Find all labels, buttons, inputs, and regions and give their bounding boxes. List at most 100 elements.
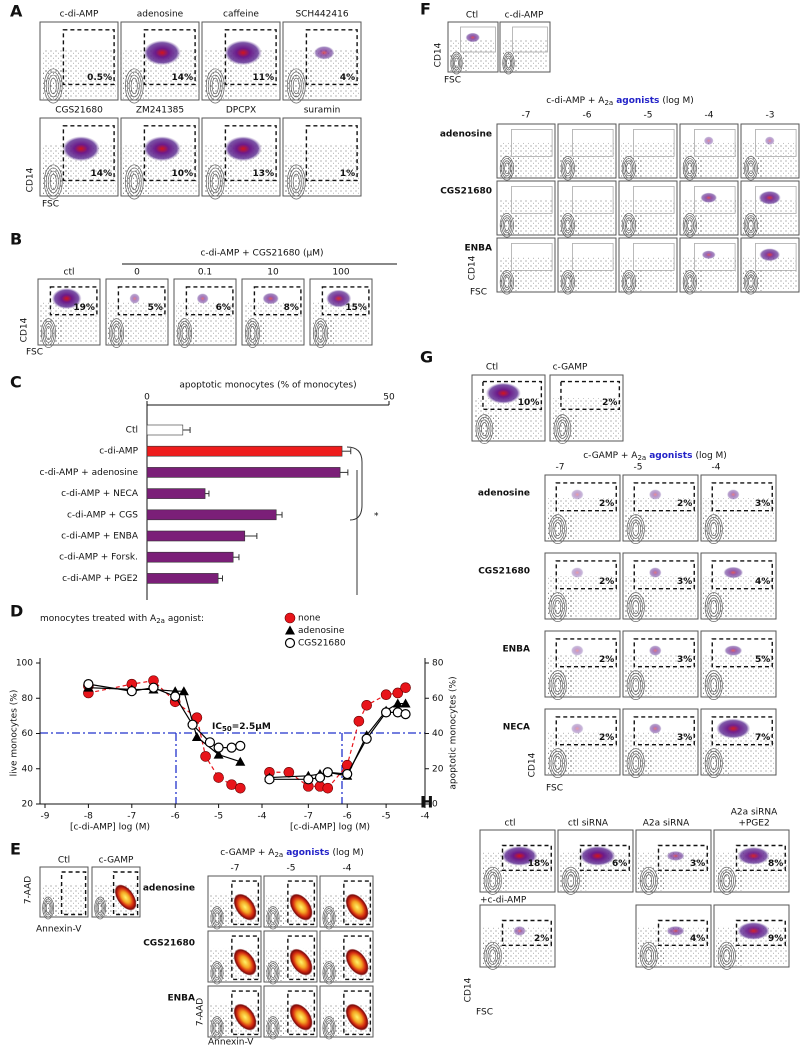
flow-contour xyxy=(316,323,325,343)
flow-contour xyxy=(560,270,575,295)
flow-contour xyxy=(626,219,632,232)
flow-contour xyxy=(326,967,332,979)
flow-contour xyxy=(626,276,632,289)
flow-contour xyxy=(723,874,731,888)
flow-contour xyxy=(43,164,63,200)
flow-contour xyxy=(501,272,513,293)
flow-contour xyxy=(323,908,335,928)
x-axis-label: [c-di-AMP] log (M) xyxy=(70,823,150,833)
marker xyxy=(285,625,295,635)
flow-population xyxy=(129,293,140,304)
flow-population xyxy=(703,136,714,146)
marker xyxy=(200,751,211,762)
flow-contour xyxy=(325,910,333,926)
gate xyxy=(143,29,196,86)
flow-population xyxy=(62,136,100,162)
flow-contour xyxy=(632,756,640,771)
series-line xyxy=(88,683,241,749)
flow-contour xyxy=(561,866,580,895)
gate xyxy=(735,844,786,871)
flow-contour xyxy=(45,71,61,101)
header-text: c-di-AMP + A xyxy=(546,96,605,106)
gate-percent: 7% xyxy=(755,733,770,743)
x-tick-label: -6 xyxy=(171,812,180,822)
plot-title: A2a siRNA xyxy=(731,808,778,818)
flow-contour xyxy=(211,1018,223,1038)
flow-contour xyxy=(326,912,332,924)
flow-contour xyxy=(557,419,568,439)
column-label: -4 xyxy=(343,864,352,874)
flow-contour xyxy=(555,416,570,442)
axis-label: FSC xyxy=(546,784,563,794)
plot-title: ctl xyxy=(64,268,75,278)
plot-title: caffeine xyxy=(223,10,259,20)
flow-contour xyxy=(626,748,645,778)
plot-title: c-GAMP xyxy=(99,856,134,866)
gate-percent: 4% xyxy=(755,577,770,587)
flow-contour xyxy=(552,519,563,539)
marker xyxy=(322,782,334,794)
gate xyxy=(755,242,797,271)
gate-percent: 13% xyxy=(253,169,275,179)
flow-population xyxy=(726,489,740,500)
category-label: Ctl xyxy=(126,426,138,436)
flow-contour xyxy=(314,320,327,346)
flow-contour xyxy=(710,522,718,537)
header-sub: 2a xyxy=(274,851,283,859)
marker xyxy=(235,782,246,794)
flow-contour xyxy=(210,961,224,985)
flow-contour xyxy=(288,71,304,101)
row-label: CGS21680 xyxy=(478,567,530,577)
flow-contour xyxy=(560,213,575,238)
annotation-text: IC xyxy=(212,722,222,732)
marker xyxy=(322,767,333,778)
flow-contour xyxy=(554,522,562,537)
marker xyxy=(213,749,224,759)
flow-contour xyxy=(563,217,572,234)
flow-contour xyxy=(210,906,224,930)
gate-percent: 2% xyxy=(599,577,614,587)
plot-title: 0.1 xyxy=(198,268,212,278)
plot-title: c-GAMP xyxy=(553,363,588,373)
column-label: -5 xyxy=(634,463,643,473)
marker xyxy=(361,699,372,711)
axis-label: FSC xyxy=(476,1008,493,1018)
marker xyxy=(178,686,189,696)
flow-contour xyxy=(288,167,304,197)
flow-contour xyxy=(621,270,636,295)
x2-tick-label: -7 xyxy=(304,812,313,822)
flow-contour xyxy=(504,162,510,175)
plot-title: adenosine xyxy=(137,10,184,20)
flow-contour xyxy=(452,55,461,71)
header-text: (log M) xyxy=(695,451,726,461)
flow-contour xyxy=(552,597,563,617)
flow-population xyxy=(485,382,521,404)
flow-contour xyxy=(269,1020,277,1036)
y2-tick-label: 60 xyxy=(432,694,444,704)
gate-percent: 0.5% xyxy=(87,73,112,83)
gate-percent: 6% xyxy=(612,859,627,869)
flow-contour xyxy=(708,753,719,773)
marker xyxy=(191,732,202,742)
legend-title-sub: 2a xyxy=(156,617,165,625)
flow-contour xyxy=(249,326,256,341)
marker xyxy=(226,742,237,753)
gate-percent: 19% xyxy=(73,303,95,313)
flow-contour xyxy=(270,1022,276,1034)
bar xyxy=(146,551,234,563)
gate xyxy=(555,482,617,512)
gate-percent: 10% xyxy=(172,169,194,179)
flow-contour xyxy=(745,272,757,293)
flow-contour xyxy=(322,1016,336,1040)
plot-title: A2a siRNA xyxy=(643,819,690,829)
flow-contour xyxy=(45,326,52,341)
flow-contour xyxy=(746,160,755,177)
marker xyxy=(361,733,372,744)
category-label: c-di-AMP + adenosine xyxy=(40,468,139,478)
flow-contour xyxy=(684,272,696,293)
flow-contour xyxy=(317,326,324,341)
axis-label: CD14 xyxy=(20,317,30,342)
marker xyxy=(380,689,392,701)
axis-label: Annexin-V xyxy=(208,1038,254,1048)
flow-population xyxy=(758,190,781,205)
